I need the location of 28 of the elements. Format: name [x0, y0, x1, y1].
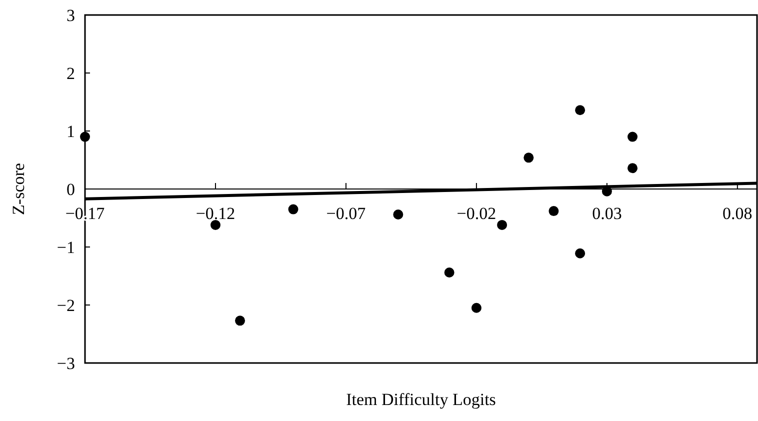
x-tick-label: 0.08: [722, 204, 752, 223]
point: [393, 210, 404, 220]
x-tick-label: −0.02: [456, 204, 496, 223]
x-tick-label: −0.07: [326, 204, 366, 223]
y-tick-label: 1: [66, 122, 75, 141]
y-tick-label: 0: [66, 180, 75, 199]
point: [235, 316, 246, 326]
x-axis-title: Item Difficulty Logits: [346, 390, 496, 409]
y-tick-label: −2: [56, 296, 75, 315]
point: [497, 220, 508, 230]
x-tick-label: 0.03: [592, 204, 622, 223]
point: [575, 105, 586, 116]
point: [288, 204, 298, 214]
y-tick-label: 2: [66, 64, 75, 83]
point: [628, 163, 638, 174]
y-tick-label: 3: [66, 6, 75, 25]
y-tick-label: −3: [56, 354, 75, 373]
point: [548, 206, 559, 216]
y-axis-title: Z-score: [9, 163, 28, 215]
point: [524, 152, 534, 163]
y-tick-label: −1: [56, 238, 75, 257]
point: [628, 132, 638, 142]
point: [471, 302, 482, 313]
point: [210, 220, 220, 230]
x-tick-label: −0.12: [196, 204, 236, 223]
point: [575, 248, 586, 258]
point: [80, 132, 90, 142]
point: [444, 268, 454, 278]
